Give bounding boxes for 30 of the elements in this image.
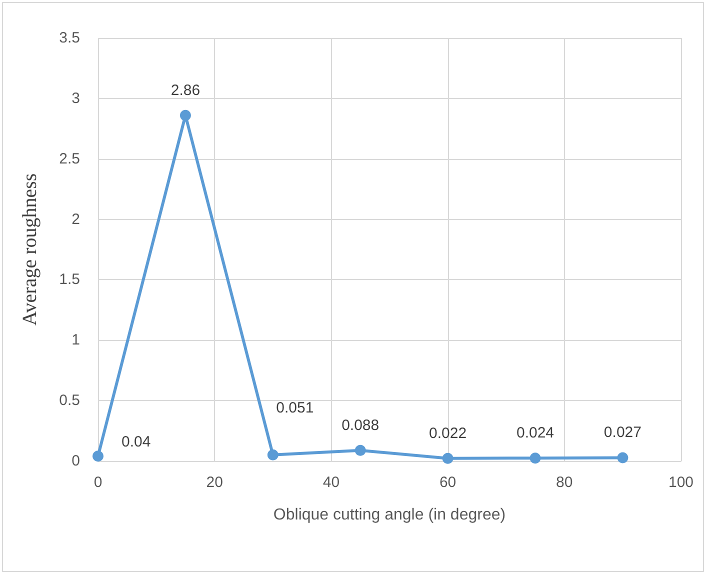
y-tick-label: 2.5: [59, 150, 80, 168]
x-tick-label: 20: [206, 474, 223, 491]
data-label: 0.04: [122, 434, 151, 451]
y-tick-label: 2: [72, 210, 80, 228]
point: [92, 450, 104, 462]
point: [354, 444, 366, 456]
y-tick-label: 1: [72, 332, 80, 349]
y-tick-label: 1.5: [59, 271, 80, 288]
point: [267, 449, 278, 460]
point: [442, 452, 454, 464]
x-axis-title: Oblique cutting angle (in degree): [273, 506, 506, 524]
x-tick-label: 0: [94, 474, 102, 491]
point: [180, 110, 191, 121]
x-tick-label: 40: [322, 474, 340, 491]
x-tick-label: 80: [556, 474, 573, 491]
point: [530, 452, 541, 464]
y-axis-title: Average roughness: [19, 173, 41, 326]
x-tick-label: 100: [668, 474, 694, 491]
x-tick-label: 60: [439, 474, 456, 491]
point: [617, 452, 628, 464]
data-label: 0.027: [604, 424, 642, 442]
data-label: 0.088: [342, 416, 380, 434]
y-tick-label: 3.5: [59, 30, 80, 46]
data-label: 0.051: [276, 399, 314, 416]
y-tick-label: 0.5: [59, 392, 80, 410]
data-label: 0.022: [429, 424, 467, 442]
y-tick-label: 0: [72, 452, 80, 470]
y-tick-label: 3: [72, 90, 80, 107]
data-label: 0.024: [516, 424, 554, 442]
data-label: 2.86: [170, 82, 200, 99]
